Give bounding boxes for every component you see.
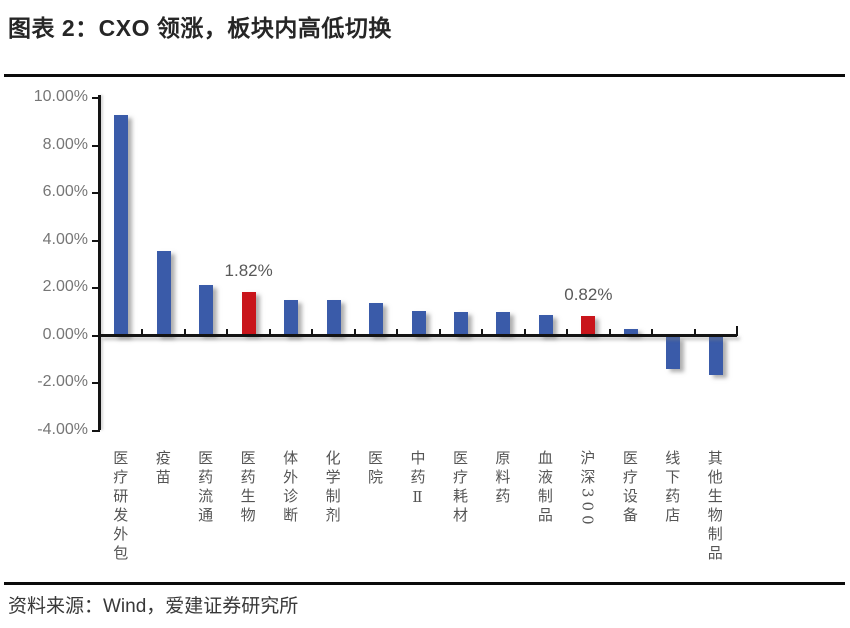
bar — [666, 337, 681, 370]
x-category-label: 医药流通 — [196, 450, 215, 526]
x-axis-tick-mark — [736, 325, 738, 336]
x-axis-tick-mark — [481, 328, 484, 336]
x-category-label: 沪深300 — [578, 450, 597, 529]
x-category-label: 医疗耗材 — [450, 450, 469, 526]
y-axis-tick-label: 4.00% — [42, 230, 88, 248]
y-axis-tick-label: 0.00% — [42, 325, 88, 343]
y-axis-tick-label: -4.00% — [37, 420, 88, 438]
x-category-label: 中药Ⅱ — [408, 450, 427, 510]
y-axis-tick-mark — [92, 144, 100, 147]
y-axis-tick-mark — [92, 334, 100, 337]
bar — [114, 114, 129, 336]
x-axis-tick-mark — [311, 328, 314, 336]
x-axis-tick-mark — [226, 328, 229, 336]
bar-value-label: 1.82% — [224, 261, 273, 281]
y-axis-tick-mark — [92, 97, 100, 99]
x-category-label: 原料药 — [493, 450, 512, 507]
bar — [453, 311, 468, 336]
x-category-label: 体外诊断 — [281, 450, 300, 526]
bar — [496, 312, 511, 336]
y-axis-tick-label: 10.00% — [33, 88, 88, 105]
source-note: 资料来源：Wind，爱建证券研究所 — [8, 596, 299, 617]
x-axis-tick-mark — [651, 328, 654, 336]
y-axis-tick-mark — [92, 287, 100, 289]
x-category-label: 化学制剂 — [323, 450, 342, 526]
y-axis-tick-label: 8.00% — [42, 135, 88, 153]
x-axis-tick-mark — [566, 328, 569, 336]
x-axis-tick-mark — [438, 328, 441, 336]
x-category-label: 疫苗 — [153, 450, 172, 488]
bar — [199, 284, 214, 336]
bar — [369, 303, 384, 336]
top-divider — [4, 74, 845, 77]
x-category-label: 血液制品 — [535, 450, 554, 526]
bar — [241, 292, 256, 336]
bottom-divider — [4, 582, 845, 585]
x-axis-tick-mark — [183, 328, 186, 336]
x-axis-tick-mark — [141, 328, 144, 336]
x-category-label: 医疗设备 — [620, 450, 639, 526]
x-axis-line — [100, 334, 737, 337]
y-axis-tick-label: 6.00% — [42, 183, 88, 200]
y-axis-tick-mark — [92, 192, 100, 194]
y-axis-tick-label: 2.00% — [42, 278, 88, 295]
y-axis-line — [98, 95, 101, 430]
x-axis-tick-mark — [396, 328, 399, 336]
bar — [581, 316, 596, 336]
bar — [156, 251, 171, 336]
x-axis-tick-mark — [523, 328, 526, 336]
bar-chart: 10.00% 8.00% 6.00% 4.00% 2.00% 0.00% -2.00% -4.… — [0, 76, 850, 583]
bar-value-label: 0.82% — [564, 285, 613, 305]
y-axis-tick-mark — [92, 239, 100, 242]
x-axis-tick-mark — [693, 328, 696, 336]
bar — [326, 299, 341, 336]
y-axis-tick-mark — [92, 382, 100, 384]
bar — [623, 329, 638, 336]
x-category-label: 医院 — [366, 450, 385, 488]
bar — [284, 299, 299, 336]
bar — [708, 337, 723, 375]
page-title: 图表 2：CXO 领涨，板块内高低切换 — [8, 15, 392, 41]
bar — [411, 310, 426, 336]
y-axis-tick-mark — [92, 429, 100, 432]
x-category-label: 其他生物制品 — [705, 450, 724, 564]
y-axis-tick-label: -2.00% — [37, 373, 88, 390]
x-axis-tick-mark — [268, 328, 271, 336]
bar — [538, 315, 553, 336]
x-category-label: 医药生物 — [238, 450, 257, 526]
x-category-label: 线下药店 — [663, 450, 682, 526]
x-category-label: 医疗研发外包 — [111, 450, 130, 564]
x-axis-tick-mark — [608, 328, 611, 336]
x-axis-tick-mark — [353, 328, 356, 336]
